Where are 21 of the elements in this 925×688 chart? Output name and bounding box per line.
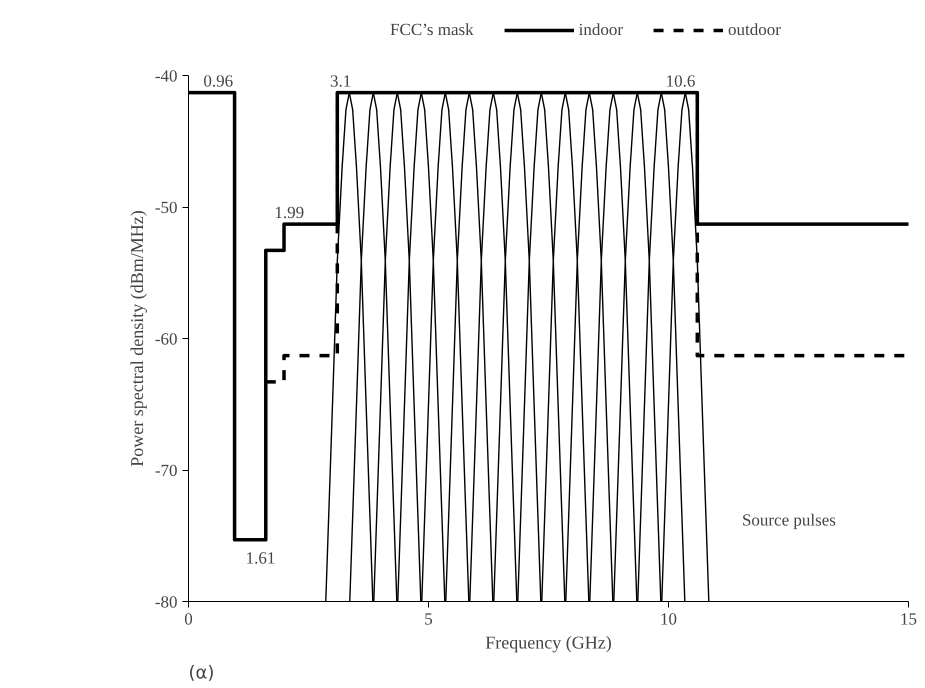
- annotation: Source pulses: [742, 510, 836, 530]
- y-tick-label: -70: [154, 461, 178, 480]
- annotation: 10.6: [666, 72, 696, 91]
- x-tick-label: 5: [424, 610, 433, 628]
- y-axis-title: Power spectral density (dBm/MHz): [126, 210, 147, 467]
- legend-label: outdoor: [728, 20, 781, 40]
- y-tick-label: -80: [154, 592, 178, 612]
- annotation: 1.99: [274, 203, 304, 222]
- annotation: 0.96: [203, 72, 234, 91]
- x-axis-title: Frequency (GHz): [485, 632, 612, 652]
- x-tick-label: 0: [184, 610, 193, 628]
- x-tick-label: 15: [900, 610, 917, 628]
- y-tick-label: -50: [154, 198, 178, 217]
- annotation: 3.1: [330, 72, 352, 91]
- annotation: 1.61: [246, 548, 276, 568]
- text: (α): [188, 662, 214, 684]
- y-tick-label: -60: [154, 330, 178, 348]
- legend-title: FCC’s mask: [390, 20, 474, 40]
- y-tick-label: -40: [154, 66, 178, 86]
- legend-label: indoor: [578, 20, 624, 40]
- x-tick-label: 10: [660, 610, 677, 628]
